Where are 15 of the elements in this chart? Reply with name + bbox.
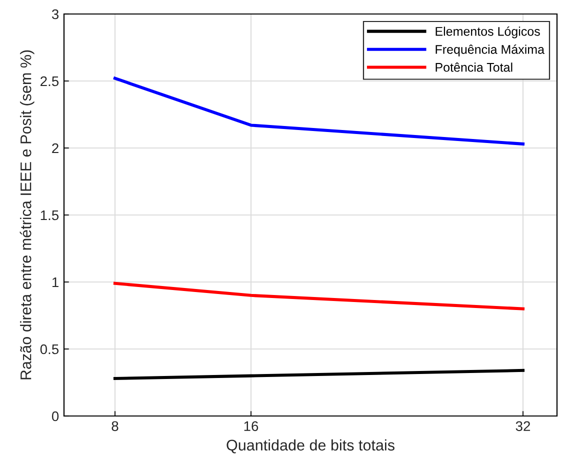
legend-label: Frequência Máxima bbox=[436, 44, 545, 56]
legend-label: Elementos Lógicos bbox=[436, 26, 540, 38]
y-tick-label: 1.5 bbox=[40, 210, 59, 220]
x-tick-label: 8 bbox=[112, 421, 118, 432]
x-tick-label: 16 bbox=[244, 421, 258, 432]
x-axis-title: Quantidade de bits totais bbox=[226, 439, 394, 454]
y-tick-label: 0.5 bbox=[40, 344, 59, 354]
y-tick-label: 2 bbox=[52, 143, 58, 154]
x-tick-label: 32 bbox=[516, 421, 530, 432]
legend-label: Potência Total bbox=[436, 62, 512, 72]
y-tick-label: 1 bbox=[52, 277, 58, 288]
y-tick-label: 0 bbox=[52, 411, 59, 422]
y-tick-label: 2.5 bbox=[40, 76, 59, 86]
y-tick-label: 3 bbox=[52, 9, 59, 20]
y-axis-title: Razão direta entre métrica IEEE e Posit (sem %) bbox=[20, 50, 34, 380]
